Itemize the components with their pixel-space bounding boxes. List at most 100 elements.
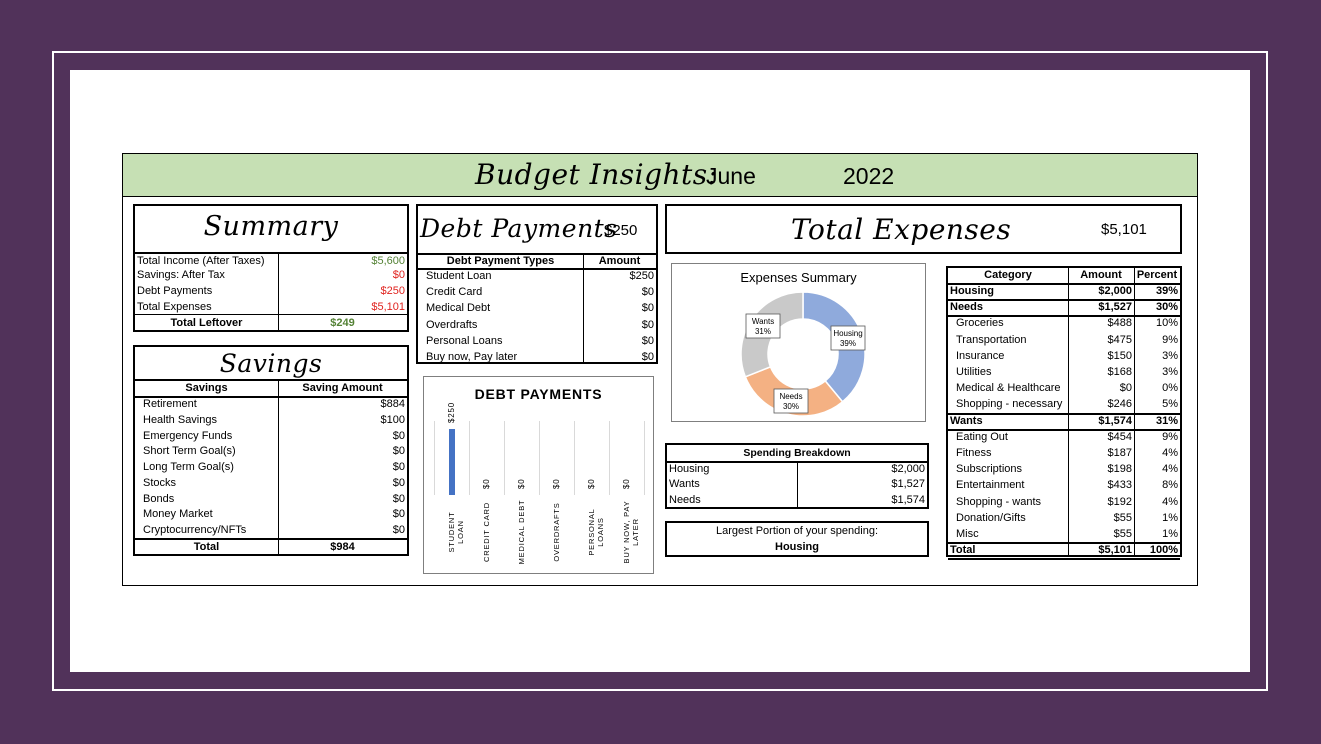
bar-value-label: $0 xyxy=(516,478,526,490)
category-row-percent: 1% xyxy=(1162,528,1178,540)
header-band: Budget Insights: June 2022 xyxy=(123,154,1197,197)
category-row-percent: 4% xyxy=(1162,463,1178,476)
category-row-label: Needs xyxy=(950,301,984,314)
bar-category-label: PERSONAL LOANS xyxy=(586,508,605,556)
category-row-percent: 100% xyxy=(1149,544,1178,557)
savings-title: Savings xyxy=(219,349,323,378)
savings-row-label: Money Market xyxy=(143,508,213,521)
table-separator xyxy=(948,428,1180,431)
category-row-label: Total xyxy=(950,544,976,557)
bar-grid-line xyxy=(469,421,470,495)
category-row-amount: $2,000 xyxy=(1098,285,1132,297)
table-separator xyxy=(948,283,1180,285)
bar-grid-line xyxy=(504,421,505,495)
summary-row-value: $0 xyxy=(392,269,405,281)
category-row-percent: 30% xyxy=(1155,301,1178,314)
breakdown-row-label: Wants xyxy=(669,478,700,491)
largest-portion-value: Housing xyxy=(775,541,819,553)
year-label: 2022 xyxy=(843,163,895,189)
donut-label-box xyxy=(830,325,866,351)
summary-row-label: Savings: After Tax xyxy=(137,269,225,281)
category-row-amount: $1,527 xyxy=(1098,301,1132,314)
category-row-percent: 0% xyxy=(1162,382,1178,395)
category-row-label: Housing xyxy=(950,285,994,297)
debt-row-label: Credit Card xyxy=(426,286,483,299)
table-separator xyxy=(948,315,1180,318)
category-row-label: Groceries xyxy=(956,317,1004,330)
bar-value-label: $250 xyxy=(446,402,456,423)
category-row-label: Insurance xyxy=(956,349,1005,362)
donut-slice-label: Housing xyxy=(833,329,862,338)
total-expenses-panel: Total Expenses $5,101 xyxy=(665,204,1182,254)
debt-row-value: $0 xyxy=(641,351,654,363)
category-row-amount: $55 xyxy=(1113,528,1132,540)
bar-category-label: OVERDRAFTS xyxy=(551,502,561,562)
category-row-percent: 4% xyxy=(1162,447,1178,459)
budget-sheet: Budget Insights: June 2022 Summary Total… xyxy=(122,153,1198,586)
category-row-percent: 31% xyxy=(1155,414,1178,427)
category-row-label: Fitness xyxy=(956,447,992,459)
savings-row-value: $0 xyxy=(392,492,405,505)
category-row-percent: 5% xyxy=(1162,398,1178,411)
category-row-label: Shopping - necessary xyxy=(956,398,1063,411)
amount-col-header: Amount xyxy=(1080,269,1122,281)
summary-row-label: Total Income (After Taxes) xyxy=(137,255,265,267)
savings-row-label: Stocks xyxy=(143,476,177,489)
breakdown-row-label: Needs xyxy=(669,493,701,506)
category-row-amount: $192 xyxy=(1107,495,1132,508)
bar-grid-line xyxy=(609,421,610,495)
savings-row-label: Long Term Goal(s) xyxy=(143,461,234,473)
bar-plot-area: $250 STUDENT LOAN $0 CREDIT CARD $0 MEDICAL D… xyxy=(424,377,653,573)
breakdown-row-value: $1,527 xyxy=(891,478,925,491)
category-row-amount: $187 xyxy=(1107,447,1132,459)
donut-slice-label: Needs xyxy=(779,392,802,401)
breakdown-row-label: Housing xyxy=(669,463,710,475)
category-row-label: Eating Out xyxy=(956,430,1008,443)
debt-row-label: Medical Debt xyxy=(426,302,491,315)
bar xyxy=(448,429,455,495)
category-row-amount: $5,101 xyxy=(1098,544,1132,557)
bar-value-label: $0 xyxy=(551,478,561,490)
spending-breakdown-title: Spending Breakdown xyxy=(743,447,851,459)
savings-row-value: $0 xyxy=(392,508,405,521)
category-row-label: Utilities xyxy=(956,366,992,378)
summary-row-label: Debt Payments xyxy=(137,285,213,297)
category-row-label: Transportation xyxy=(956,333,1027,346)
category-row-label: Subscriptions xyxy=(956,463,1023,476)
savings-row-label: Health Savings xyxy=(143,413,217,426)
category-row-label: Misc xyxy=(956,528,979,540)
bar-value-label: $0 xyxy=(481,478,491,490)
summary-title: Summary xyxy=(203,211,339,242)
donut-slice-label: Wants xyxy=(752,317,774,326)
category-row-amount: $198 xyxy=(1107,463,1132,476)
savings-row-label: Emergency Funds xyxy=(143,429,233,442)
total-expenses-title: Total Expenses xyxy=(791,213,1012,246)
category-row-amount: $1,574 xyxy=(1098,414,1132,427)
largest-portion-label: Largest Portion of your spending: xyxy=(715,525,879,537)
category-row-amount: $246 xyxy=(1107,398,1132,411)
donut-slice-percent: 31% xyxy=(755,327,771,336)
category-row-percent: 1% xyxy=(1162,511,1178,524)
category-row-amount: $454 xyxy=(1107,430,1132,443)
savings-row-value: $884 xyxy=(380,398,405,410)
savings-row-label: Short Term Goal(s) xyxy=(143,445,236,458)
summary-row-value: $5,600 xyxy=(371,255,405,267)
category-row-amount: $488 xyxy=(1107,317,1132,330)
breakdown-row-value: $1,574 xyxy=(891,493,925,506)
donut-label-box xyxy=(745,313,781,339)
savings-row-label: Cryptocurrency/NFTs xyxy=(143,524,247,536)
debt-title: Debt Payments xyxy=(420,214,618,243)
debt-row-value: $250 xyxy=(629,270,654,282)
summary-row-label: Total Expenses xyxy=(137,301,212,313)
saving-amount-col-header: Saving Amount xyxy=(302,382,383,394)
savings-panel: Savings Savings Saving Amount Retirement… xyxy=(133,345,409,556)
category-row-amount: $150 xyxy=(1107,349,1132,362)
category-row-label: Entertainment xyxy=(956,479,1025,492)
savings-total-label: Total xyxy=(193,541,220,553)
savings-row-value: $0 xyxy=(392,461,405,473)
savings-col-header: Savings xyxy=(185,382,228,394)
summary-row-value: $5,101 xyxy=(371,301,405,313)
debt-row-label: Overdrafts xyxy=(426,318,478,331)
